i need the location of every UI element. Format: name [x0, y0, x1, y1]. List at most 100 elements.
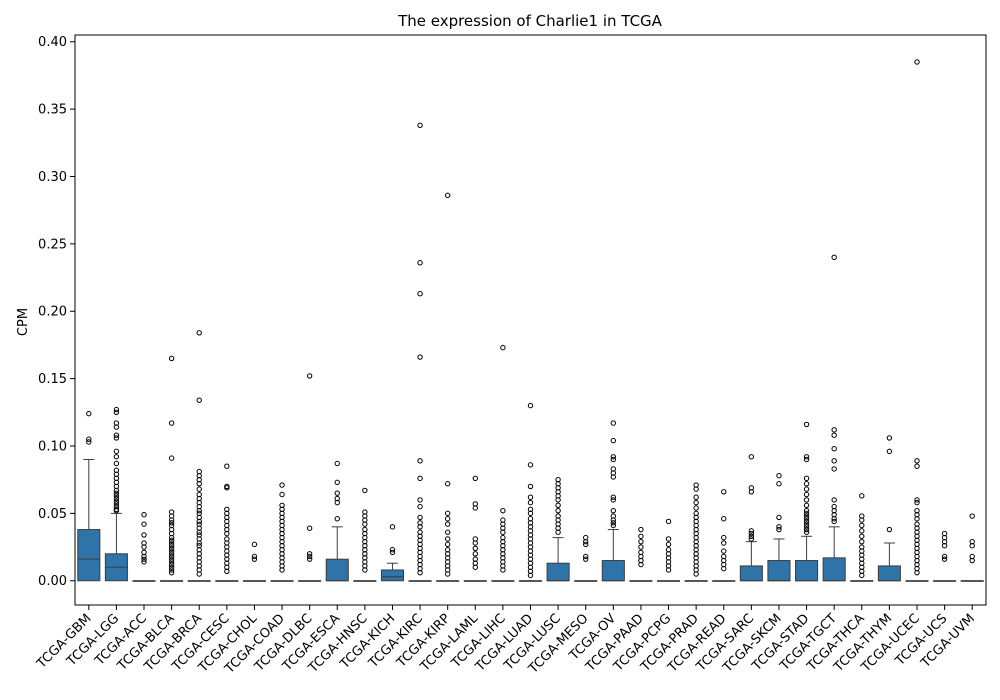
outlier-point: [196, 330, 202, 336]
outlier-point: [86, 439, 92, 445]
outlier-point: [831, 518, 837, 525]
outlier-point: [748, 530, 755, 537]
outlier-point: [417, 503, 423, 510]
outlier-point: [555, 502, 561, 508]
outlier-point: [803, 507, 810, 514]
box-group: [574, 534, 598, 582]
outlier-point: [113, 448, 120, 455]
box-group: [298, 373, 322, 582]
box-group: [104, 406, 128, 582]
outlier-point: [721, 540, 727, 546]
outlier-point: [334, 490, 340, 496]
outlier-point: [941, 556, 948, 562]
outlier-point: [665, 567, 672, 573]
outlier-point: [914, 569, 920, 576]
outlier-point: [168, 556, 175, 562]
outlier-point: [224, 530, 230, 537]
outlier-point: [251, 541, 258, 548]
outlier-point: [500, 529, 506, 535]
outlier-point: [610, 474, 617, 480]
box: [325, 558, 349, 582]
outlier-point: [113, 460, 120, 467]
outlier-point: [803, 454, 810, 460]
y-tick-label: 0.30: [38, 170, 67, 185]
outlier-point: [803, 456, 810, 463]
outlier-point: [224, 568, 230, 575]
outlier-point: [831, 497, 837, 503]
outlier-point: [417, 458, 423, 464]
box-group: [325, 460, 349, 582]
box-group: [960, 513, 984, 582]
outlier-point: [141, 556, 147, 562]
outlier-point: [306, 373, 313, 379]
outlier-point: [168, 561, 175, 568]
outlier-point: [389, 549, 396, 556]
outlier-point: [803, 524, 810, 530]
outlier-point: [417, 122, 423, 128]
outlier-point: [141, 521, 147, 527]
outlier-point: [279, 567, 285, 573]
outlier-point: [168, 517, 175, 523]
outlier-point: [748, 489, 755, 495]
box-group: [463, 475, 487, 582]
box-group: [518, 402, 543, 582]
outlier-point: [610, 507, 617, 514]
outlier-point: [251, 556, 258, 562]
y-tick-label: 0.20: [38, 305, 67, 320]
outlier-point: [776, 526, 782, 533]
outlier-point: [472, 564, 478, 570]
outlier-point: [665, 541, 672, 548]
outlier-point: [444, 541, 451, 548]
outlier-point: [500, 507, 506, 514]
outlier-point: [168, 567, 175, 573]
outlier-point: [527, 572, 534, 579]
outlier-point: [721, 548, 727, 554]
outlier-point: [334, 479, 340, 486]
outlier-point: [113, 501, 120, 507]
outlier-point: [113, 490, 120, 496]
outlier-point: [444, 571, 451, 577]
outlier-point: [776, 524, 782, 530]
outlier-point: [168, 534, 175, 541]
outlier-point: [803, 518, 810, 525]
outlier-point: [168, 420, 175, 426]
outlier-point: [500, 344, 506, 351]
outlier-point: [527, 483, 534, 490]
outlier-point: [362, 487, 368, 494]
outlier-point: [224, 463, 230, 469]
outlier-point: [168, 569, 175, 576]
outlier-point: [859, 572, 865, 579]
box-group: [77, 410, 101, 582]
box-group: [160, 355, 184, 582]
outlier-point: [472, 551, 478, 557]
box-group: [380, 524, 405, 582]
outlier-point: [803, 516, 810, 522]
outlier-point: [721, 565, 727, 572]
outlier-point: [859, 528, 865, 534]
box: [601, 560, 625, 582]
box: [767, 560, 791, 582]
outlier-point: [886, 526, 893, 533]
outlier-point: [141, 512, 147, 518]
outlier-point: [831, 432, 837, 438]
box: [739, 565, 763, 582]
outlier-point: [113, 454, 120, 460]
outlier-point: [113, 406, 120, 413]
y-axis-label: CPM: [16, 308, 31, 336]
outlier-point: [168, 551, 175, 557]
box-group: [187, 330, 211, 582]
outlier-point: [417, 260, 423, 266]
outlier-point: [748, 528, 755, 534]
outlier-point: [306, 551, 313, 557]
outlier-point: [831, 458, 837, 464]
outlier-point: [803, 475, 810, 482]
box-group: [132, 512, 156, 582]
outlier-point: [113, 498, 120, 504]
box-group: [408, 122, 432, 582]
box-group: [822, 254, 846, 582]
outlier-point: [693, 486, 699, 492]
outlier-point: [113, 493, 120, 499]
outlier-point: [417, 497, 423, 503]
box-group: [215, 463, 239, 582]
